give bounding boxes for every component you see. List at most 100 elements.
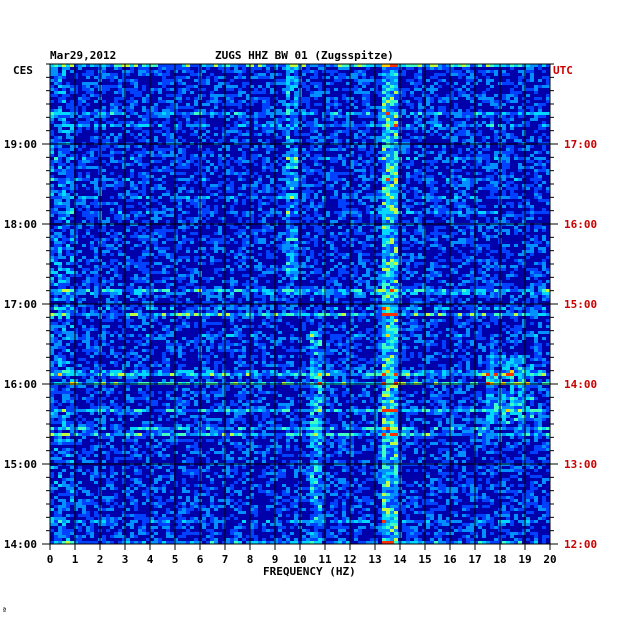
spectrogram-cell: [58, 157, 62, 160]
spectrogram-cell: [510, 283, 514, 286]
spectrogram-cell: [318, 157, 322, 160]
spectrogram-cell: [282, 247, 286, 250]
spectrogram-cell: [538, 106, 542, 109]
spectrogram-cell: [474, 196, 478, 199]
spectrogram-cell: [386, 238, 390, 241]
spectrogram-cell: [310, 121, 314, 124]
spectrogram-cell: [102, 160, 106, 163]
spectrogram-cell: [262, 187, 266, 190]
spectrogram-cell: [306, 193, 310, 196]
spectrogram-cell: [162, 154, 166, 157]
spectrogram-cell: [390, 97, 394, 100]
spectrogram-cell: [418, 139, 422, 142]
spectrogram-cell: [334, 130, 338, 133]
spectrogram-cell: [522, 73, 526, 76]
spectrogram-cell: [250, 211, 254, 214]
spectrogram-cell: [90, 181, 94, 184]
spectrogram-cell: [250, 160, 254, 163]
spectrogram-cell: [278, 79, 282, 82]
spectrogram-cell: [478, 286, 482, 289]
spectrogram-cell: [338, 64, 342, 67]
spectrogram-cell: [50, 115, 54, 118]
spectrogram-cell: [530, 160, 534, 163]
spectrogram-cell: [162, 112, 166, 115]
spectrogram-cell: [314, 229, 318, 232]
spectrogram-cell: [286, 127, 290, 130]
spectrogram-cell: [394, 268, 398, 271]
spectrogram-cell: [242, 91, 246, 94]
spectrogram-cell: [470, 70, 474, 73]
spectrogram-cell: [534, 268, 538, 271]
spectrogram-cell: [170, 238, 174, 241]
spectrogram-cell: [310, 286, 314, 289]
spectrogram-cell: [418, 103, 422, 106]
spectrogram-cell: [242, 121, 246, 124]
spectrogram-cell: [490, 184, 494, 187]
spectrogram-cell: [330, 160, 334, 163]
spectrogram-cell: [146, 97, 150, 100]
spectrogram-cell: [382, 133, 386, 136]
spectrogram-cell: [258, 229, 262, 232]
spectrogram-cell: [406, 205, 410, 208]
spectrogram-cell: [382, 169, 386, 172]
spectrogram-cell: [186, 97, 190, 100]
spectrogram-cell: [314, 178, 318, 181]
spectrogram-cell: [270, 76, 274, 79]
spectrogram-cell: [502, 184, 506, 187]
spectrogram-cell: [218, 148, 222, 151]
spectrogram-cell: [122, 166, 126, 169]
spectrogram-cell: [354, 229, 358, 232]
spectrogram-cell: [338, 199, 342, 202]
spectrogram-cell: [202, 181, 206, 184]
spectrogram-cell: [174, 79, 178, 82]
spectrogram-cell: [146, 268, 150, 271]
spectrogram-cell: [510, 112, 514, 115]
spectrogram-cell: [386, 157, 390, 160]
spectrogram-cell: [350, 208, 354, 211]
spectrogram-cell: [106, 121, 110, 124]
spectrogram-cell: [490, 283, 494, 286]
spectrogram-cell: [294, 127, 298, 130]
spectrogram-cell: [518, 106, 522, 109]
spectrogram-cell: [86, 262, 90, 265]
spectrogram-cell: [114, 214, 118, 217]
spectrogram-cell: [410, 103, 414, 106]
spectrogram-cell: [142, 97, 146, 100]
spectrogram-cell: [86, 166, 90, 169]
spectrogram-cell: [294, 250, 298, 253]
spectrogram-cell: [370, 166, 374, 169]
spectrogram-cell: [254, 121, 258, 124]
spectrogram-cell: [142, 178, 146, 181]
spectrogram-cell: [458, 283, 462, 286]
spectrogram-cell: [310, 130, 314, 133]
spectrogram-cell: [370, 175, 374, 178]
spectrogram-cell: [210, 163, 214, 166]
spectrogram-cell: [402, 214, 406, 217]
spectrogram-cell: [90, 154, 94, 157]
spectrogram-cell: [326, 178, 330, 181]
spectrogram-cell: [62, 91, 66, 94]
spectrogram-cell: [230, 208, 234, 211]
spectrogram-cell: [86, 280, 90, 283]
spectrogram-cell: [466, 79, 470, 82]
spectrogram-cell: [190, 64, 194, 67]
spectrogram-cell: [210, 214, 214, 217]
spectrogram-cell: [126, 229, 130, 232]
spectrogram-cell: [106, 289, 110, 292]
spectrogram-cell: [54, 241, 58, 244]
spectrogram-cell: [114, 184, 118, 187]
spectrogram-cell: [302, 166, 306, 169]
spectrogram-cell: [338, 286, 342, 289]
spectrogram-cell: [338, 112, 342, 115]
spectrogram-cell: [338, 157, 342, 160]
spectrogram-cell: [386, 181, 390, 184]
spectrogram-cell: [386, 166, 390, 169]
spectrogram-cell: [242, 283, 246, 286]
spectrogram-cell: [386, 145, 390, 148]
spectrogram-cell: [226, 289, 230, 292]
spectrogram-cell: [274, 103, 278, 106]
spectrogram-cell: [178, 64, 182, 67]
spectrogram-cell: [202, 256, 206, 259]
spectrogram-cell: [262, 229, 266, 232]
spectrogram-cell: [430, 91, 434, 94]
